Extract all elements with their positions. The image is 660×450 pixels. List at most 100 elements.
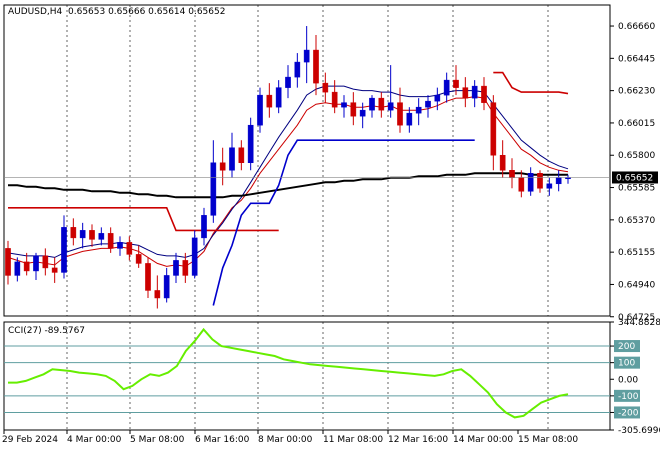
- candle-body: [23, 261, 30, 272]
- candle-body: [294, 61, 301, 78]
- candle-body: [285, 76, 291, 88]
- candle-body: [98, 233, 105, 240]
- candle-body: [42, 255, 49, 269]
- cci-axis: 344.8828 200 100 0.00 -100 -200 -305.6996: [610, 318, 660, 436]
- candle: [313, 35, 319, 96]
- time-axis: 29 Feb 2024 4 Mar 00:00 5 Mar 08:00 6 Mar 1…: [2, 430, 578, 445]
- cci-tick-label: 100: [618, 359, 635, 369]
- candle: [481, 77, 487, 111]
- price-panel-frame: [3, 4, 611, 317]
- time-tick-label: 4 Mar 00:00: [67, 435, 122, 445]
- candle-body: [359, 109, 366, 117]
- candle: [42, 248, 49, 276]
- candle-body: [490, 102, 497, 156]
- cci-panel-frame: [3, 321, 611, 431]
- candle-body: [331, 91, 338, 108]
- price-tick-label: 0.66445: [618, 54, 655, 64]
- candle-body: [443, 79, 450, 96]
- candle-body: [387, 102, 394, 111]
- candle-body: [117, 242, 123, 249]
- candle-body: [565, 177, 571, 180]
- candle-body: [378, 97, 385, 111]
- candle-body: [266, 94, 273, 108]
- cci-tick-badge: [614, 406, 640, 419]
- candle: [163, 267, 170, 303]
- candle-body: [229, 147, 235, 171]
- current-price-badge: 0.65652: [4, 171, 658, 184]
- candle-body: [555, 177, 562, 185]
- candle-body: [275, 87, 282, 108]
- candle-body: [89, 230, 95, 240]
- candle-body: [135, 254, 142, 264]
- candle-body: [369, 97, 375, 111]
- candle-body: [341, 102, 347, 108]
- price-tick-label: 0.64725: [618, 313, 655, 323]
- candle: [201, 207, 207, 246]
- candle: [434, 87, 441, 111]
- cci-tick-label: -100: [618, 392, 639, 402]
- blue-stop-line: [212, 139, 475, 306]
- candle-body: [453, 79, 459, 88]
- candle: [294, 53, 301, 88]
- candle: [126, 236, 133, 261]
- candle: [518, 170, 525, 198]
- candle-body: [527, 173, 534, 192]
- time-tick-label: 6 Mar 16:00: [195, 435, 250, 445]
- cci-panel: [3, 321, 611, 431]
- candle-body: [247, 124, 254, 164]
- candle-body: [33, 255, 39, 272]
- candle: [537, 170, 543, 193]
- candle-body: [537, 173, 543, 189]
- candle-body: [499, 154, 506, 171]
- current-price-label: 0.65652: [616, 173, 653, 183]
- time-tick-label: 8 Mar 00:00: [258, 435, 313, 445]
- time-tick-label: 11 Mar 08:00: [323, 435, 383, 445]
- time-tick-label: 12 Mar 16:00: [388, 435, 448, 445]
- candle-body: [462, 87, 469, 99]
- candle: [565, 174, 571, 184]
- candle-body: [313, 49, 319, 84]
- candle: [135, 245, 142, 268]
- candle: [490, 95, 497, 171]
- candle-body: [303, 49, 310, 63]
- price-tick-label: 0.66660: [618, 22, 655, 32]
- time-tick-label: 29 Feb 2024: [2, 435, 58, 445]
- candle-body: [406, 112, 413, 126]
- candle: [182, 252, 189, 283]
- candle-body: [70, 227, 77, 239]
- candle: [247, 117, 254, 171]
- candle: [555, 170, 562, 192]
- candle-body: [481, 85, 487, 103]
- candle-body: [79, 230, 86, 239]
- candle: [341, 95, 347, 118]
- cci-tick-label: 0.00: [618, 375, 638, 385]
- time-tick-label: 5 Mar 08:00: [130, 435, 185, 445]
- candle: [70, 218, 77, 246]
- red-stop-line: [8, 71, 569, 232]
- candle-body: [415, 106, 422, 114]
- candle: [397, 87, 403, 133]
- candle-body: [546, 183, 553, 189]
- candle-body: [51, 267, 58, 273]
- time-tick-label: 14 Mar 00:00: [453, 435, 513, 445]
- candle-body: [509, 170, 515, 179]
- candle-body: [173, 260, 179, 276]
- cci-tick-badge: [614, 356, 640, 369]
- candle-body: [350, 102, 357, 117]
- candle: [471, 80, 478, 108]
- price-tick-label: 0.65370: [618, 216, 655, 226]
- candle-body: [257, 94, 263, 126]
- candle: [303, 26, 310, 84]
- candle-body: [210, 162, 217, 216]
- candle-body: [425, 100, 431, 108]
- candle: [350, 92, 357, 126]
- candle-body: [145, 263, 151, 291]
- candle: [453, 65, 459, 96]
- candle: [387, 65, 394, 118]
- candle: [98, 227, 105, 246]
- time-tick-label: 15 Mar 08:00: [518, 435, 578, 445]
- candle-body: [397, 102, 403, 126]
- price-tick-label: 0.64940: [618, 280, 655, 290]
- candle: [210, 140, 217, 223]
